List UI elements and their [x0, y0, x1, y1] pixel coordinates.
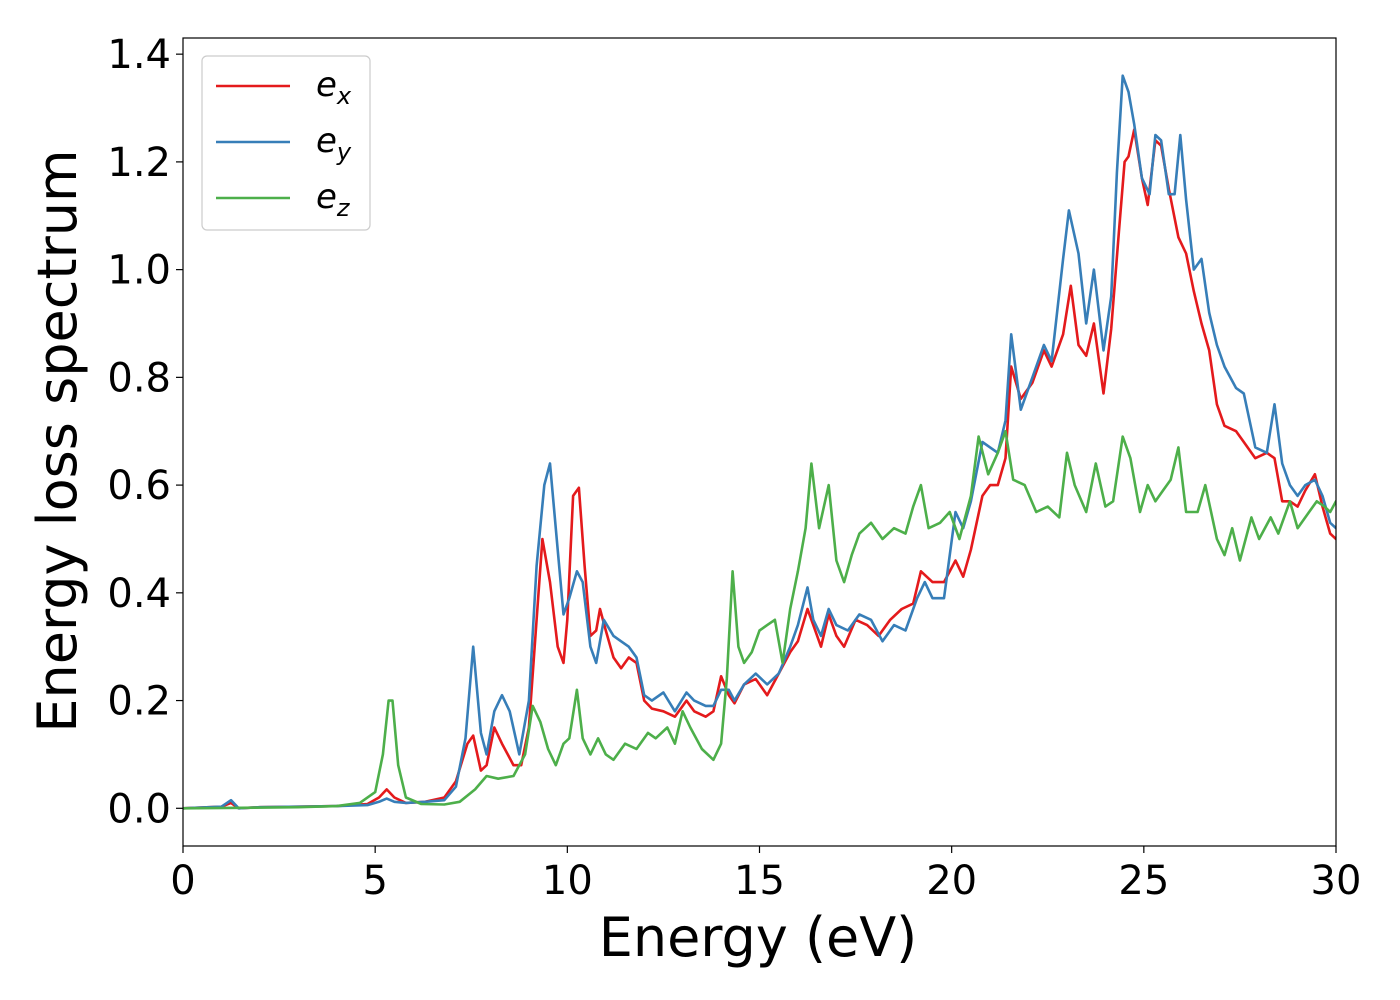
- x-tick-label: 0: [170, 858, 195, 904]
- legend-label-z: ez: [316, 177, 351, 222]
- series-line-x: [183, 128, 1336, 810]
- x-tick-label: 30: [1311, 858, 1362, 904]
- y-axis-title: Energy loss spectrum: [26, 149, 89, 732]
- legend-label-x: ex: [316, 65, 352, 110]
- x-tick-label: 25: [1118, 858, 1169, 904]
- legend: ex ey ez: [201, 55, 371, 231]
- y-tick-label: 1.4: [107, 32, 171, 78]
- y-tick-label: 0.2: [107, 679, 171, 725]
- y-tick-label: 0.8: [107, 355, 171, 401]
- y-tick-label: 1.2: [107, 140, 171, 186]
- x-tick-label: 15: [734, 858, 785, 904]
- y-tick-label: 1.0: [107, 248, 171, 294]
- y-tick-label: 0.0: [107, 786, 171, 832]
- axis-ticks: 0 5 10 15 20 25 30 0.0 0.2 0.4 0.6 0.8 1.0 1.2 1.4: [107, 32, 1361, 904]
- x-tick-label: 5: [362, 858, 387, 904]
- x-tick-label: 20: [926, 858, 977, 904]
- x-axis-title: Energy (eV): [599, 906, 918, 969]
- y-tick-label: 0.6: [107, 463, 171, 509]
- series-lines: [183, 74, 1336, 810]
- y-tick-label: 0.4: [107, 571, 171, 617]
- series-line-z: [183, 429, 1336, 810]
- legend-label-y: ey: [316, 121, 352, 166]
- series-line-y: [183, 74, 1336, 810]
- x-tick-label: 10: [542, 858, 593, 904]
